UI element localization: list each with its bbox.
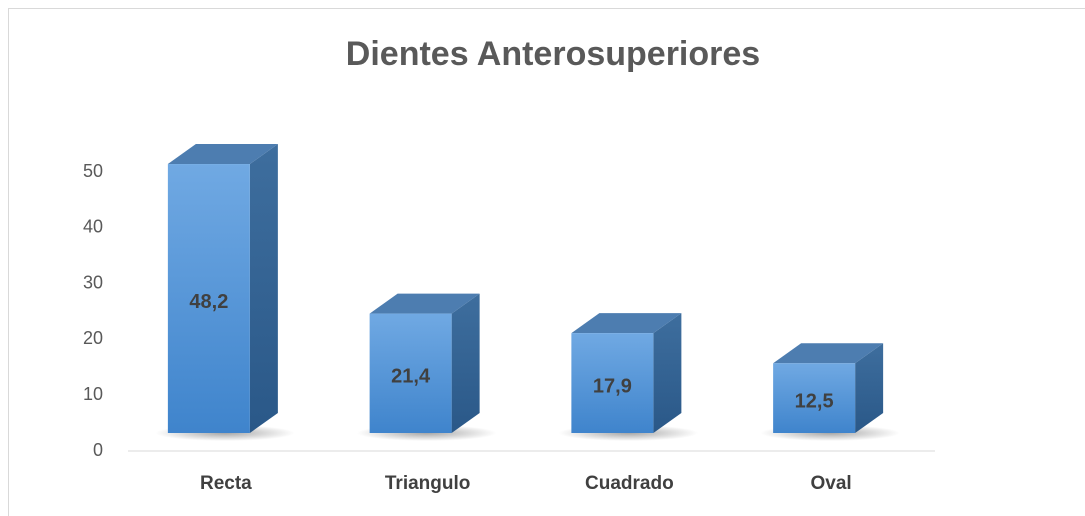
chart-border xyxy=(8,8,1085,516)
x-tick-label: Recta xyxy=(200,473,252,494)
bar-side xyxy=(653,313,682,433)
bar-top xyxy=(571,313,682,334)
bar xyxy=(773,363,856,433)
bar xyxy=(369,313,452,433)
data-label: 17,9 xyxy=(593,375,632,397)
bar-side xyxy=(451,293,480,433)
data-label: 21,4 xyxy=(391,366,431,388)
x-tick-label: Oval xyxy=(811,473,852,494)
bar xyxy=(571,333,654,433)
y-tick-label: 50 xyxy=(83,161,103,181)
bar-top xyxy=(773,343,884,364)
data-label: 48,2 xyxy=(189,291,228,313)
bar-side xyxy=(249,144,278,433)
y-tick-label: 0 xyxy=(93,440,103,460)
bar-top xyxy=(369,293,480,314)
x-tick-label: Cuadrado xyxy=(585,473,674,494)
bar-side xyxy=(855,343,884,433)
y-tick-label: 10 xyxy=(83,384,103,404)
y-tick-label: 40 xyxy=(83,217,103,237)
bar-top xyxy=(167,144,278,165)
y-tick-label: 20 xyxy=(83,328,103,348)
chart-title: Dientes Anterosuperiores xyxy=(346,35,760,73)
bar xyxy=(167,164,250,433)
x-tick-label: Triangulo xyxy=(385,473,471,494)
y-tick-label: 30 xyxy=(83,272,103,292)
data-label: 12,5 xyxy=(795,390,834,412)
